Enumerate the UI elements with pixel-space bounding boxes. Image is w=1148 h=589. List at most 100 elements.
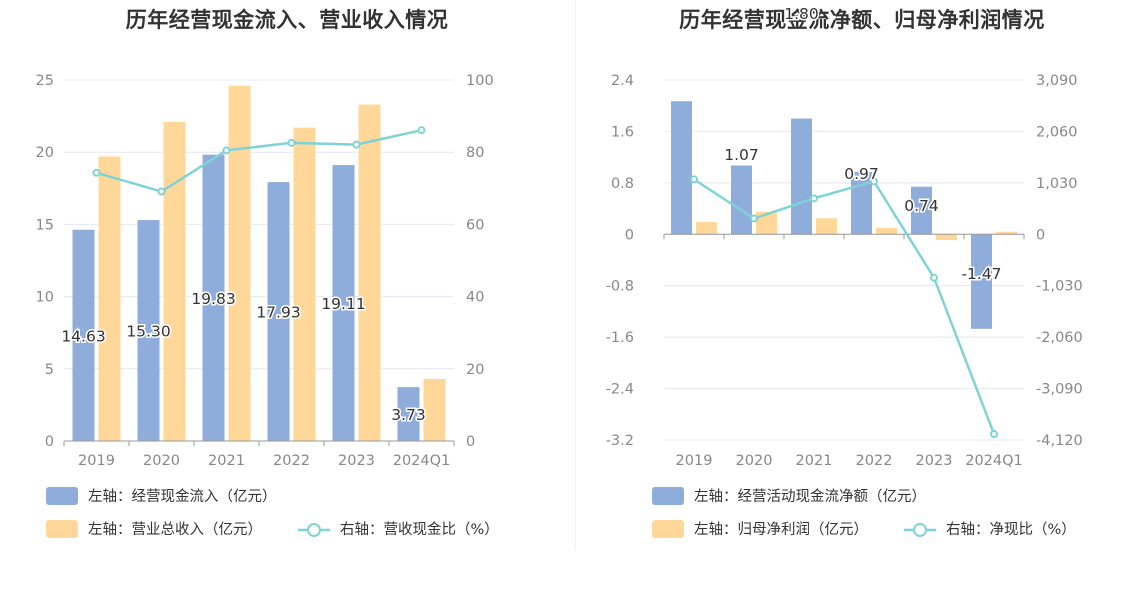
right-axis-tick-label: -3,090 (1036, 382, 1083, 398)
left-axis-tick-label: 1.6 (611, 124, 634, 140)
right-axis-tick-label: -4,120 (1036, 433, 1083, 449)
bar-2019-secondary (98, 156, 121, 442)
bar-value-label: 3.73 (391, 406, 426, 424)
bar-2021-secondary (228, 85, 251, 441)
x-axis-category-label: 2020 (736, 453, 773, 469)
bar-2023-secondary (936, 234, 957, 241)
x-axis-category-label: 2022 (273, 453, 310, 469)
bar-2024Q1-primary (971, 234, 992, 329)
bar-2024Q1-secondary (996, 231, 1017, 235)
left-axis-tick-label: 0 (625, 227, 634, 243)
bar-value-label: 1.80 (784, 5, 819, 23)
right-axis-tick-label: 0 (466, 434, 475, 450)
legend-swatch-secondary (652, 520, 684, 538)
legend-label-primary: 左轴：经营现金流入（亿元） (88, 488, 277, 505)
bar-2023-primary (332, 165, 355, 441)
bar-2022-primary (267, 182, 290, 441)
left-axis-tick-label: -0.8 (606, 279, 634, 295)
left-axis-tick-label: 20 (36, 145, 54, 161)
bar-2021-secondary (816, 218, 837, 235)
right-axis-tick-label: -1,030 (1036, 279, 1083, 295)
net-cashflow-profit-chart-panel: 历年经营现金流净额、归母净利润情况 -3.2 -2.4 -1.6 -0.8 0 0.8 1.… (576, 0, 1148, 589)
line-point-2021 (810, 194, 818, 203)
right-axis-tick-label: 0 (1036, 227, 1045, 243)
bar-2021-primary (791, 118, 812, 235)
cash-inflow-revenue-chart-panel: 历年经营现金流入、营业收入情况 0 5 10 15 20 25 0 20 40 60 80 100 20… (36, 8, 499, 538)
legend-swatch-primary (652, 487, 684, 505)
legend-line-marker (307, 523, 321, 537)
x-axis-category-label: 2024Q1 (393, 453, 451, 469)
left-axis-tick-label: 5 (45, 362, 54, 378)
left-axis-tick-label: -2.4 (606, 382, 634, 398)
right-axis-tick-label: 100 (466, 73, 494, 89)
left-axis-tick-label: 10 (36, 290, 54, 306)
legend-label-secondary: 左轴：营业总收入（亿元） (88, 521, 262, 538)
bar-2022-secondary (293, 127, 316, 441)
right-axis-tick-label: 3,090 (1036, 73, 1078, 89)
bar-value-label: 15.30 (126, 323, 170, 341)
legend-label-line: 右轴：净现比（%） (946, 521, 1076, 538)
left-axis-tick-label: 0.8 (611, 176, 634, 192)
bar-2020-primary (731, 165, 752, 235)
bar-2020-secondary (163, 121, 186, 441)
net-cashflow-profit-chart: -3.2 -2.4 -1.6 -0.8 0 0.8 1.6 2.4 -4,120 -3,090 -2… (606, 4, 1083, 538)
line-point-2019 (690, 175, 698, 184)
line-point-2024Q1 (417, 126, 426, 135)
bar-value-label: 0.97 (844, 165, 879, 183)
bar-2024Q1-secondary (423, 378, 446, 441)
x-axis-category-label: 2019 (78, 453, 115, 469)
bar-value-label: -1.47 (961, 265, 1001, 283)
left-axis-tick-label: 15 (36, 217, 54, 233)
bar-2021-primary (202, 154, 225, 442)
bar-2019-primary (72, 229, 95, 441)
right-axis-tick-label: 1,030 (1036, 176, 1078, 192)
left-axis-tick-label: 25 (36, 73, 54, 89)
bar-2023-primary (911, 186, 932, 235)
bar-2024Q1-primary (397, 387, 420, 441)
x-axis-category-label: 2022 (856, 453, 893, 469)
bar-2022-secondary (876, 227, 897, 235)
line-point-2019 (92, 168, 101, 177)
right-axis-tick-label: 2,060 (1036, 124, 1078, 140)
right-axis-tick-label: 60 (466, 217, 484, 233)
line-point-2020 (750, 214, 758, 223)
line-point-2022 (287, 138, 296, 147)
chart-title: 历年经营现金流净额、归母净利润情况 (679, 8, 1045, 32)
right-axis-tick-label: 40 (466, 290, 484, 306)
chart-title: 历年经营现金流入、营业收入情况 (125, 8, 449, 32)
bar-2023-secondary (358, 104, 381, 441)
x-axis-category-label: 2023 (916, 453, 953, 469)
line-point-2021 (222, 146, 231, 155)
bar-value-label: 19.83 (191, 290, 235, 308)
right-axis-tick-label: 20 (466, 362, 484, 378)
left-axis-tick-label: -3.2 (606, 433, 634, 449)
line-point-2024Q1 (990, 430, 998, 439)
right-axis-tick-label: 80 (466, 145, 484, 161)
bar-value-label: 17.93 (256, 304, 300, 322)
x-axis-category-label: 2021 (208, 453, 245, 469)
line-series-path (96, 128, 422, 193)
x-axis-category-label: 2023 (338, 453, 375, 469)
line-point-2023 (352, 140, 361, 149)
legend-line-marker (913, 523, 927, 537)
panel-divider (575, 0, 576, 550)
legend-swatch-secondary (46, 520, 78, 538)
bar-value-label: 0.74 (904, 197, 939, 215)
line-point-2023 (930, 273, 938, 282)
x-axis-category-label: 2024Q1 (965, 453, 1023, 469)
left-axis-tick-label: 2.4 (611, 73, 634, 89)
x-axis-category-label: 2020 (143, 453, 180, 469)
right-axis-tick-label: -2,060 (1036, 330, 1083, 346)
legend-swatch-primary (46, 487, 78, 505)
legend-label-line: 右轴：营收现金比（%） (340, 521, 499, 538)
line-point-2020 (157, 187, 166, 196)
cash-inflow-revenue-chart: 0 5 10 15 20 25 0 20 40 60 80 100 2019 2020 2021 2022 20… (36, 73, 499, 538)
bar-2019-secondary (696, 222, 717, 235)
line-point-2022 (870, 177, 878, 186)
line-series-path (693, 178, 996, 435)
bar-value-label: 14.63 (61, 327, 105, 345)
legend-label-primary: 左轴：经营活动现金流净额（亿元） (694, 488, 926, 505)
legend-label-secondary: 左轴：归母净利润（亿元） (694, 521, 868, 538)
left-axis-tick-label: 0 (45, 434, 54, 450)
x-axis-category-label: 2019 (676, 453, 713, 469)
